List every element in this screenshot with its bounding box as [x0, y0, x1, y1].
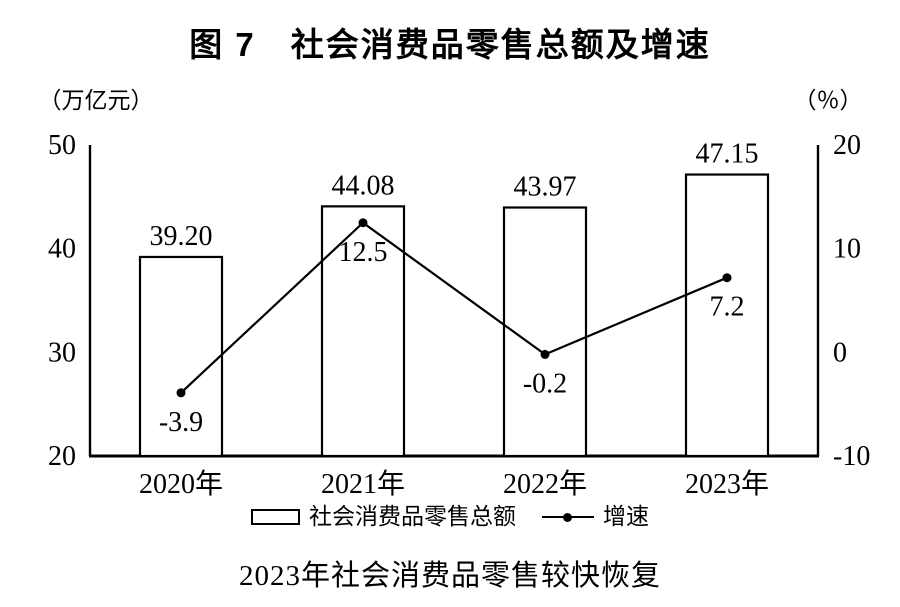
axis-units: （万亿元） （％） — [39, 88, 863, 113]
bars-series — [138, 173, 770, 458]
svg-text:（％）: （％） — [794, 88, 863, 113]
svg-text:-0.2: -0.2 — [523, 368, 567, 399]
bar-2023年 — [684, 173, 770, 458]
svg-text:（万亿元）: （万亿元） — [39, 88, 154, 113]
bar-swatch-icon — [251, 509, 300, 525]
svg-text:44.08: 44.08 — [332, 170, 395, 201]
svg-text:12.5: 12.5 — [339, 237, 388, 268]
svg-text:20: 20 — [833, 130, 861, 161]
legend-item-retail-total: 社会消费品零售总额 — [251, 501, 516, 533]
growth-line-series — [176, 218, 732, 398]
line-dot-icon — [542, 512, 594, 522]
svg-text:0: 0 — [833, 337, 847, 368]
svg-text:30: 30 — [48, 337, 76, 368]
line-point-2020年 — [176, 388, 186, 398]
bar-2020年 — [138, 255, 224, 458]
svg-text:2020年: 2020年 — [139, 468, 223, 500]
chart-title: 图 7 社会消费品零售总额及增速 — [189, 26, 711, 63]
chart-caption: 2023年社会消费品零售较快恢复 — [238, 560, 661, 592]
svg-text:39.20: 39.20 — [150, 221, 213, 252]
bar-value-labels: 39.20 44.08 43.97 47.15 — [150, 139, 759, 252]
legend-line-label: 增速 — [603, 504, 649, 529]
svg-text:20: 20 — [48, 441, 76, 472]
svg-text:50: 50 — [48, 130, 76, 161]
legend-item-growth-rate: 增速 — [542, 501, 649, 533]
chart-legend: 社会消费品零售总额 增速 — [0, 501, 900, 533]
legend-bar-label: 社会消费品零售总额 — [309, 504, 516, 529]
svg-text:47.15: 47.15 — [696, 139, 759, 170]
line-point-2021年 — [358, 218, 368, 228]
line-value-labels: -3.9 12.5 -0.2 7.2 — [159, 237, 745, 438]
svg-text:-10: -10 — [833, 441, 870, 472]
left-axis-tick-labels: 20 30 40 50 — [48, 130, 76, 472]
svg-text:2021年: 2021年 — [321, 468, 405, 500]
x-axis-category-labels: 2020年 2021年 2022年 2023年 — [139, 468, 769, 500]
svg-text:-3.9: -3.9 — [159, 407, 203, 438]
svg-text:40: 40 — [48, 234, 76, 265]
line-point-2022年 — [540, 349, 550, 359]
line-point-2023年 — [722, 273, 732, 283]
svg-text:2023年: 2023年 — [685, 468, 769, 500]
legend-line-dot — [563, 512, 572, 522]
right-axis-tick-labels: -10 0 10 20 — [833, 130, 870, 472]
svg-text:43.97: 43.97 — [514, 172, 577, 203]
svg-text:2022年: 2022年 — [503, 468, 587, 500]
svg-text:10: 10 — [833, 234, 861, 265]
bar-2022年 — [502, 206, 588, 458]
svg-text:7.2: 7.2 — [710, 292, 745, 323]
